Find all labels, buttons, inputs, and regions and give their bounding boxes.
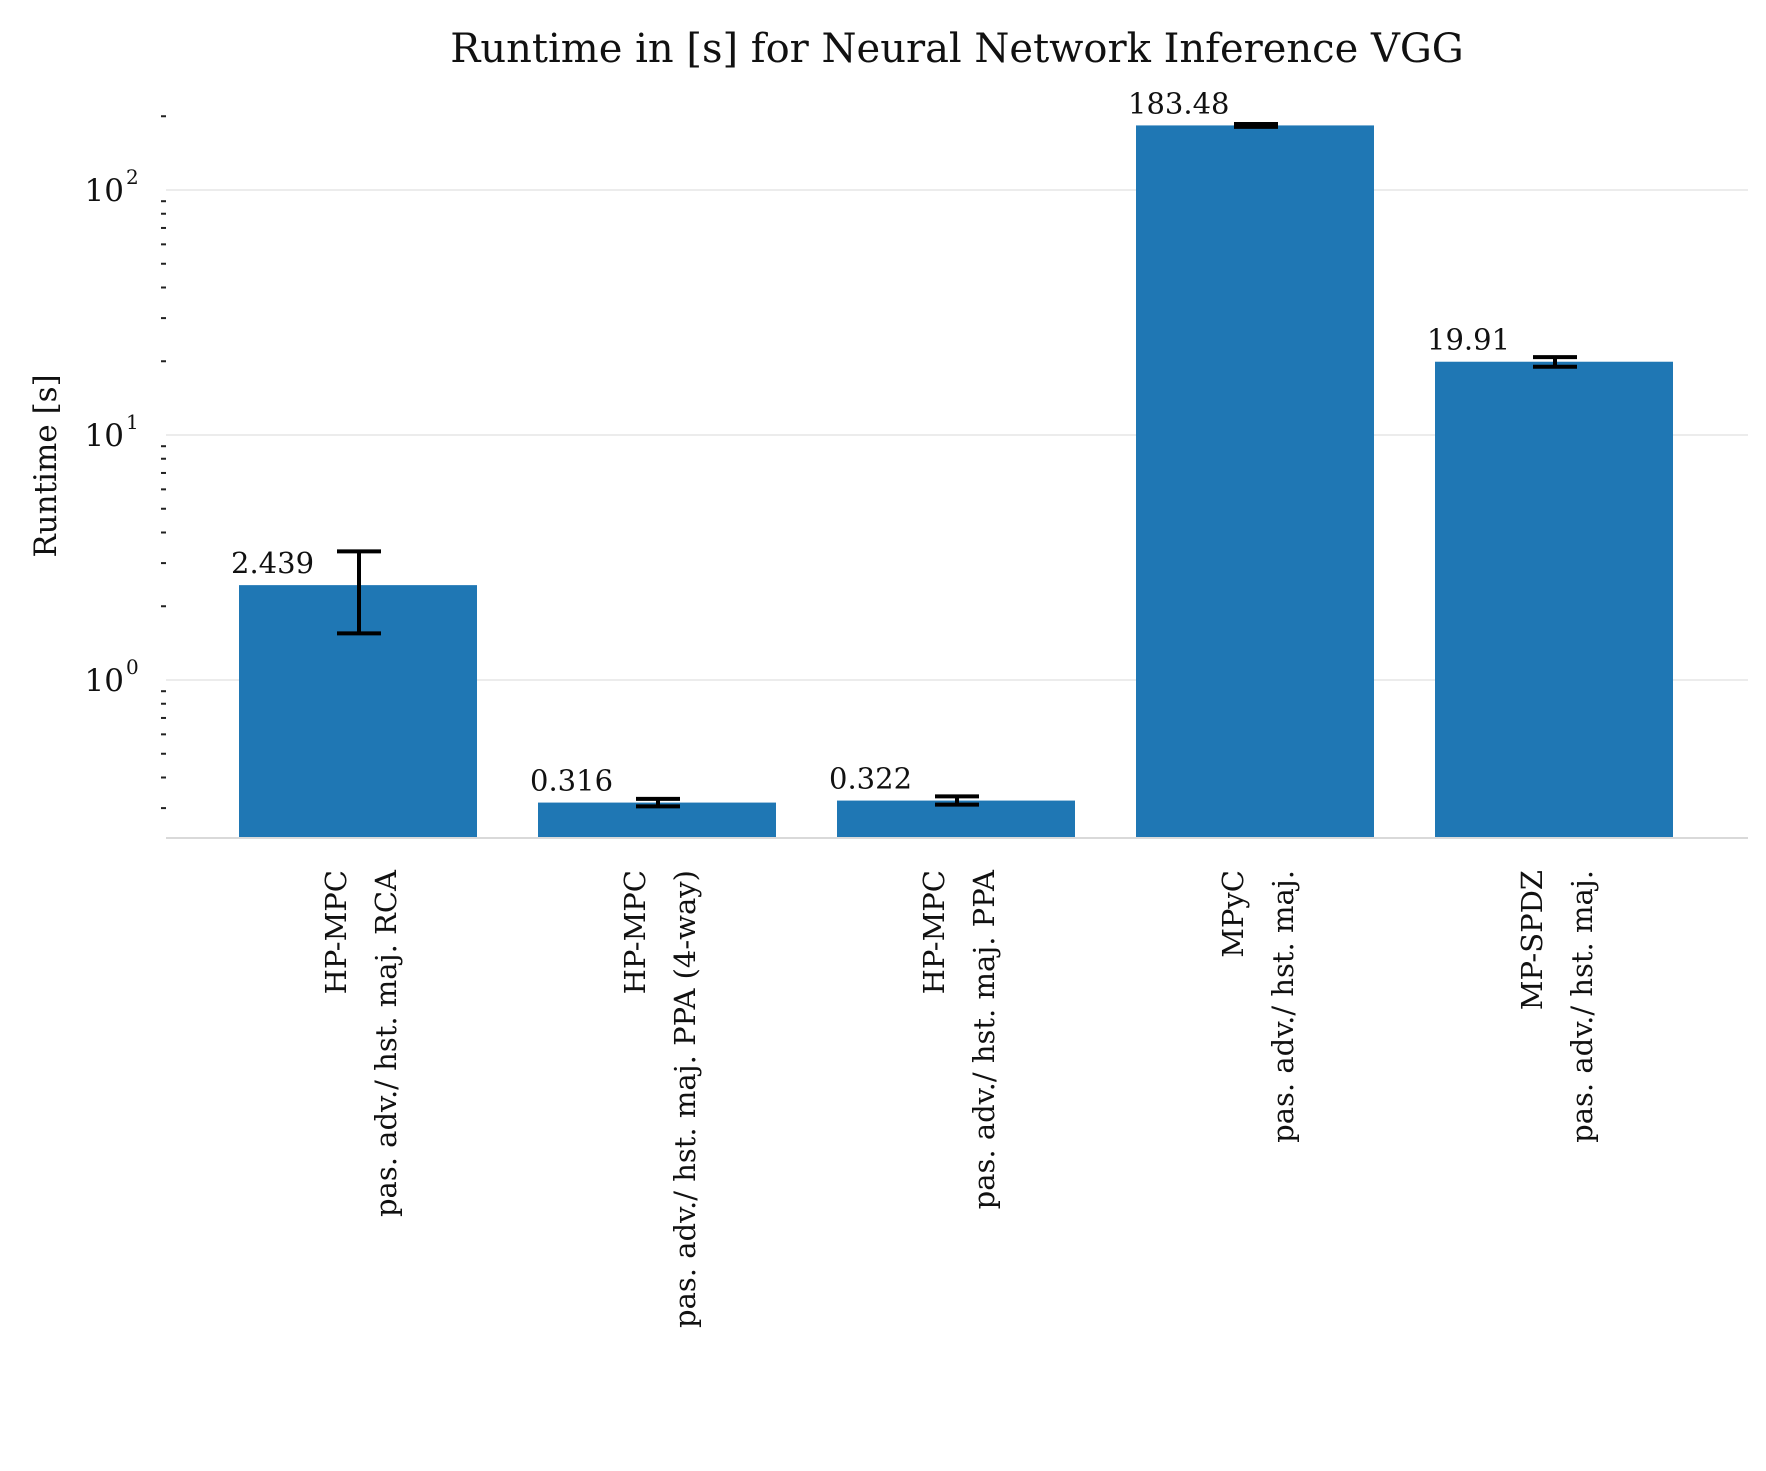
x-axis-tick-labels: HP-MPC pas. adv./ hst. maj. RCA HP-MPC pas.… [319,869,1599,1328]
x-tick-label-line2: pas. adv./ hst. maj. [1565,870,1599,1143]
bar [1136,125,1374,838]
x-tick-label-group: HP-MPC pas. adv./ hst. maj. PPA [917,869,1001,1209]
x-tick-label-line2: pas. adv./ hst. maj. [1266,870,1300,1143]
x-tick-label-line1: HP-MPC [917,870,951,994]
bar-value-label: 0.316 [530,764,613,798]
bar-value-label: 19.91 [1427,323,1510,357]
bar-value-label: 2.439 [231,546,314,580]
value-labels: 2.439 0.316 0.322 183.48 19.91 [231,86,1510,797]
x-tick-label-line1: MP-SPDZ [1515,870,1549,1010]
bar [538,802,776,838]
x-tick-label-line2: pas. adv./ hst. maj. RCA [369,869,403,1217]
x-tick-label-group: MPyC pas. adv./ hst. maj. [1216,870,1300,1143]
x-tick-label-line1: HP-MPC [319,870,353,994]
y-tick-label: 10 [85,173,124,209]
y-axis-label: Runtime [s] [28,374,64,557]
y-tick-label-exponent: 2 [126,165,139,189]
x-tick-label-group: HP-MPC pas. adv./ hst. maj. PPA (4-way) [618,870,702,1328]
bar-value-label: 0.322 [829,762,912,796]
bars [239,125,1673,838]
x-tick-label-line2: pas. adv./ hst. maj. PPA (4-way) [668,870,702,1328]
error-bars [337,121,1577,809]
y-tick-label: 10 [85,418,124,454]
y-tick-label-exponent: 1 [126,410,139,434]
chart-title: Runtime in [s] for Neural Network Infere… [450,26,1464,72]
bar [837,800,1075,838]
y-tick-label-exponent: 0 [126,655,139,679]
bar [1435,361,1673,838]
x-tick-label-line2: pas. adv./ hst. maj. PPA [967,869,1001,1209]
y-tick-label: 10 [85,663,124,699]
x-tick-label-group: MP-SPDZ pas. adv./ hst. maj. [1515,870,1599,1143]
x-tick-label-line1: MPyC [1216,870,1250,958]
x-tick-label-line1: HP-MPC [618,870,652,994]
x-tick-label-group: HP-MPC pas. adv./ hst. maj. RCA [319,869,403,1217]
bar-value-label: 183.48 [1128,86,1229,120]
